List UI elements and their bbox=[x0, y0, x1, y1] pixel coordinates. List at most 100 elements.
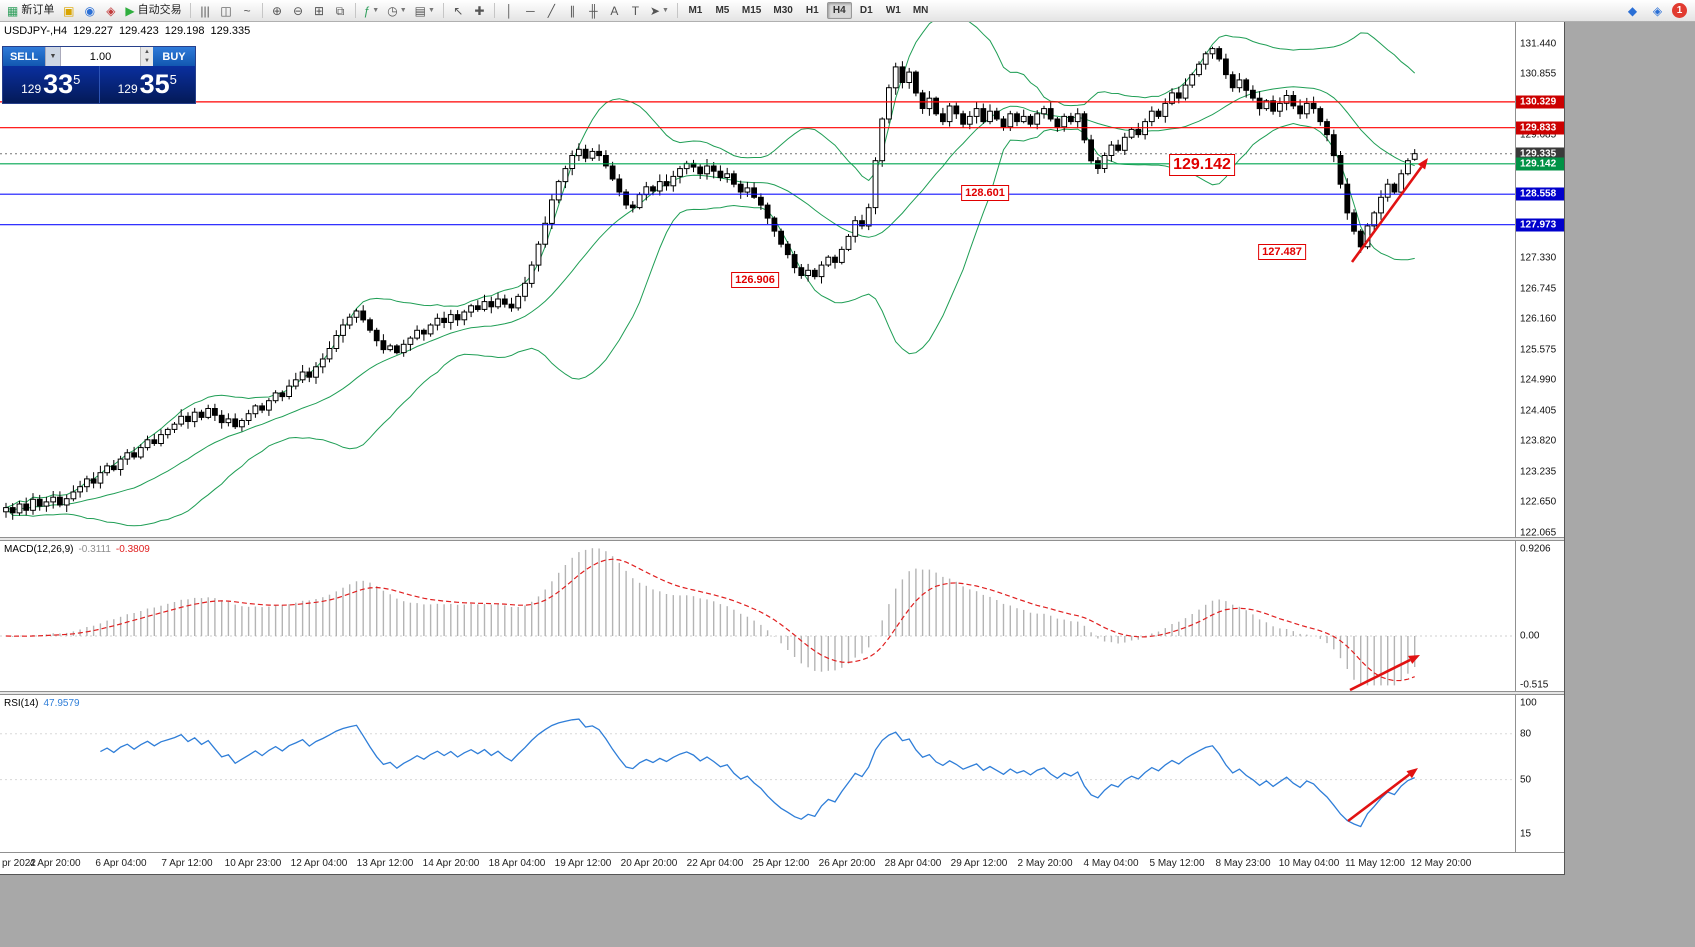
time-axis-label: 4 Apr 20:00 bbox=[29, 858, 81, 870]
timeframe-d1-button[interactable]: D1 bbox=[859, 5, 873, 16]
community-icon: ◈ bbox=[1652, 3, 1663, 18]
templates-button[interactable]: ▤ ▼ bbox=[411, 1, 439, 20]
rsi-tick: 80 bbox=[1520, 728, 1532, 740]
crosshair-button[interactable]: ✚ bbox=[469, 1, 490, 20]
price-annotation[interactable]: 127.487 bbox=[1258, 244, 1306, 260]
price-tick: 125.575 bbox=[1520, 344, 1557, 356]
panel-divider[interactable] bbox=[0, 691, 1564, 696]
history-center-button[interactable]: ▣ bbox=[58, 1, 79, 20]
shapes-button[interactable]: ➤ ▼ bbox=[646, 1, 673, 20]
toolbar-groups: ▦ 新订单 ▣ ◉ ◈ ▶ 自动交易 ||| ◫ ~ ⊕ ⊖ ⊞ ⧉ ƒ ▼ ◷ ▼ ▤ ▼ ↖ ✚ │ ─ ╱ ∥ ╫ A T ➤ ▼ M1… bbox=[3, 1, 934, 20]
price-tick: 123.235 bbox=[1520, 466, 1557, 478]
horizontal-line-button[interactable]: ─ bbox=[520, 1, 541, 20]
rsi-scale[interactable]: 100 80 50 15 bbox=[1515, 695, 1564, 853]
toolbar-separator bbox=[676, 3, 678, 18]
time-axis-label: 7 Apr 12:00 bbox=[161, 858, 213, 870]
text-icon: A bbox=[610, 3, 619, 18]
time-axis-label: 10 May 04:00 bbox=[1278, 858, 1340, 870]
price-scale[interactable]: 131.440 130.855 129.685 127.330 126.745 126.1… bbox=[1515, 22, 1564, 538]
volume-up-icon[interactable]: ▲ bbox=[141, 47, 153, 57]
main-chart-plot[interactable] bbox=[0, 22, 1516, 537]
rsi-name: RSI(14) bbox=[4, 698, 39, 710]
sell-price[interactable]: 129 33 5 bbox=[3, 66, 99, 103]
autotrading-icon: ▶ bbox=[125, 3, 135, 18]
price-tag: 129.335 bbox=[1516, 147, 1564, 161]
price-annotation[interactable]: 128.601 bbox=[961, 185, 1009, 201]
tile-windows-button[interactable]: ⊞ bbox=[309, 1, 330, 20]
fibonacci-button[interactable]: ╫ bbox=[583, 1, 604, 20]
time-axis-label: 18 Apr 04:00 bbox=[488, 858, 546, 870]
community-button[interactable]: ◈ bbox=[1647, 1, 1668, 20]
timeframe-w1-button[interactable]: W1 bbox=[885, 5, 901, 16]
profile-button[interactable]: ◉ bbox=[79, 1, 100, 20]
rsi-panel[interactable]: RSI(14) 47.9579 100 80 50 15 bbox=[0, 695, 1564, 853]
zoom-out-button[interactable]: ⊖ bbox=[288, 1, 309, 20]
macd-plot[interactable] bbox=[0, 541, 1516, 692]
time-axis-label: 8 May 23:00 bbox=[1215, 858, 1271, 870]
time-axis-label: 12 May 20:00 bbox=[1410, 858, 1472, 870]
timeframe-h1-button[interactable]: H1 bbox=[805, 5, 819, 16]
zoom-in-button[interactable]: ⊕ bbox=[267, 1, 288, 20]
timeframe-mn-button[interactable]: MN bbox=[912, 5, 929, 16]
timeframe-m5-button[interactable]: M5 bbox=[715, 5, 730, 16]
vertical-line-icon: │ bbox=[505, 3, 514, 18]
order-panel-controls: SELL ▼ ▲ ▼ BUY bbox=[3, 47, 195, 66]
price-tick: 127.330 bbox=[1520, 252, 1557, 264]
alerts-button[interactable]: ◈ bbox=[100, 1, 121, 20]
volume-input[interactable] bbox=[61, 47, 140, 66]
cursor-button[interactable]: ↖ bbox=[448, 1, 469, 20]
sell-button[interactable]: SELL bbox=[3, 47, 45, 66]
text-button[interactable]: A bbox=[604, 1, 625, 20]
time-axis-label: 10 Apr 23:00 bbox=[224, 858, 282, 870]
time-axis-label: 26 Apr 20:00 bbox=[818, 858, 876, 870]
line-chart-button[interactable]: ~ bbox=[237, 1, 258, 20]
periods-button[interactable]: ◷ ▼ bbox=[383, 1, 410, 20]
indicators-button[interactable]: ƒ ▼ bbox=[360, 1, 384, 20]
price-annotation[interactable]: 126.906 bbox=[731, 272, 779, 288]
panel-divider[interactable] bbox=[0, 537, 1564, 542]
rsi-tick: 100 bbox=[1520, 697, 1537, 709]
bar-chart-button[interactable]: ||| bbox=[195, 1, 216, 20]
toolbar: ▦ 新订单 ▣ ◉ ◈ ▶ 自动交易 ||| ◫ ~ ⊕ ⊖ ⊞ ⧉ ƒ ▼ ◷ ▼ ▤ ▼ ↖ ✚ │ ─ ╱ ∥ ╫ A T ➤ ▼ M1… bbox=[0, 0, 1695, 22]
macd-value-main: -0.3111 bbox=[78, 544, 111, 556]
ohlc-open: 129.227 bbox=[73, 25, 113, 37]
cursor-icon: ↖ bbox=[453, 3, 464, 18]
time-axis[interactable]: pr 2022 4 Apr 20:00 6 Apr 04:00 7 Apr 12:00… bbox=[0, 852, 1564, 874]
ohlc-low: 129.198 bbox=[164, 25, 205, 37]
notifications-badge[interactable]: 1 bbox=[1672, 3, 1687, 18]
dropdown-arrow-icon: ▼ bbox=[372, 7, 380, 14]
autotrading-button[interactable]: ▶ 自动交易 bbox=[121, 1, 185, 20]
buy-price-sup: 5 bbox=[169, 72, 177, 87]
timeframe-m1-button[interactable]: M1 bbox=[688, 5, 703, 16]
metaquotes-button[interactable]: ◆ bbox=[1622, 1, 1643, 20]
time-axis-label: 11 May 12:00 bbox=[1345, 858, 1405, 870]
timeframe-m30-button[interactable]: M30 bbox=[773, 5, 793, 16]
buy-button[interactable]: BUY bbox=[153, 47, 195, 66]
main-chart-panel[interactable]: USDJPY-,H4 129.227 129.423 129.198 129.335 S… bbox=[0, 22, 1564, 538]
cascade-windows-button[interactable]: ⧉ bbox=[330, 1, 351, 20]
zoom-out-icon: ⊖ bbox=[293, 3, 304, 18]
timeframe-m15-button[interactable]: M15 bbox=[741, 5, 762, 16]
equidistant-channel-button[interactable]: ∥ bbox=[562, 1, 583, 20]
volume-dropdown-arrow-icon[interactable]: ▼ bbox=[45, 47, 61, 66]
new-order-button[interactable]: ▦ 新订单 bbox=[3, 1, 58, 20]
symbol-period: USDJPY-,H4 bbox=[4, 25, 68, 37]
chart-window[interactable]: USDJPY-,H4 129.227 129.423 129.198 129.335 S… bbox=[0, 22, 1565, 875]
rsi-plot[interactable] bbox=[0, 695, 1516, 852]
new-order-icon: ▦ bbox=[7, 3, 19, 18]
price-annotation[interactable]: 129.142 bbox=[1169, 154, 1235, 176]
text-label-button[interactable]: T bbox=[625, 1, 646, 20]
buy-price[interactable]: 129 35 5 bbox=[100, 66, 196, 103]
time-axis-label: 29 Apr 12:00 bbox=[950, 858, 1008, 870]
vertical-line-button[interactable]: │ bbox=[499, 1, 520, 20]
timeframe-h4-button[interactable]: H4 bbox=[826, 2, 852, 19]
autotrading-label: 自动交易 bbox=[137, 4, 182, 16]
macd-scale[interactable]: 0.9206 0.00 -0.515 bbox=[1515, 541, 1564, 692]
price-tick: 122.650 bbox=[1520, 496, 1557, 508]
new-order-label: 新订单 bbox=[21, 4, 55, 16]
macd-panel[interactable]: MACD(12,26,9) -0.3111 -0.3809 0.9206 0.00 -0… bbox=[0, 541, 1564, 692]
volume-down-icon[interactable]: ▼ bbox=[141, 56, 153, 66]
toolbar-separator bbox=[261, 3, 263, 18]
candlestick-chart-button[interactable]: ◫ bbox=[216, 1, 237, 20]
trendline-button[interactable]: ╱ bbox=[541, 1, 562, 20]
